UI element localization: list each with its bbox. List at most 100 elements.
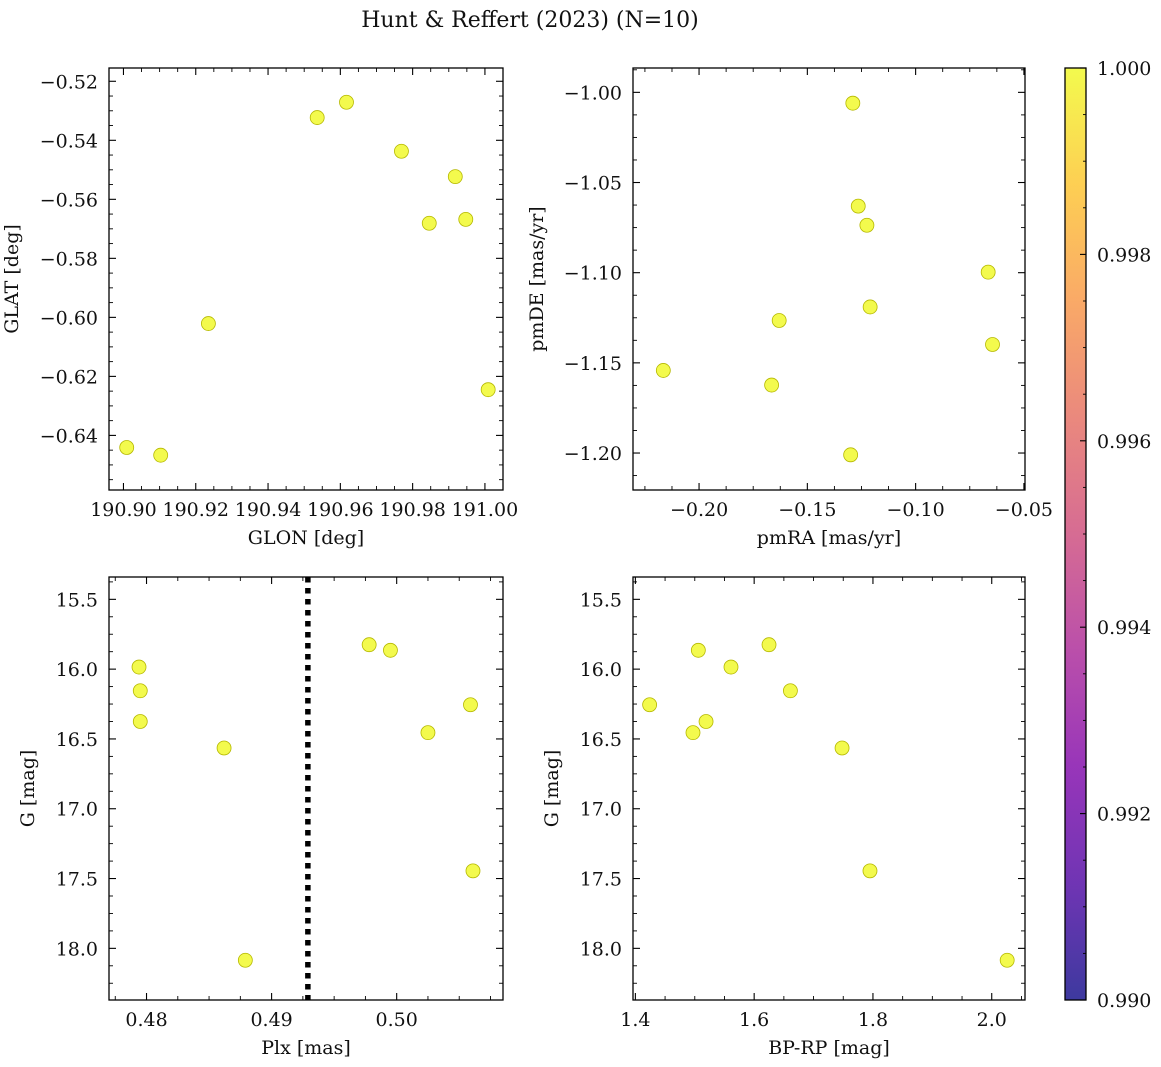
data-point (685, 725, 701, 741)
y-tick-label: −1.20 (564, 443, 622, 465)
x-tick-label: 0.50 (376, 1009, 418, 1031)
colorbar-tick-label: 0.994 (1097, 617, 1151, 639)
data-point (119, 440, 135, 455)
data-point (131, 659, 147, 675)
colorbar: 1.000 0.998 0.996 0.994 0.992 0.990 (1064, 58, 1151, 1012)
x-axis-label: Plx [mas] (261, 1037, 351, 1059)
y-tick-label: −0.58 (40, 248, 98, 270)
colorbar-tick-label: 0.996 (1097, 431, 1151, 453)
data-point (153, 447, 169, 463)
colorbar-tick-label: 1.000 (1097, 58, 1151, 80)
y-tick-label: −0.62 (40, 366, 98, 388)
x-axis-label: BP-RP [mag] (768, 1037, 890, 1059)
x-tick-label: 190.90 (90, 499, 156, 521)
data-point (980, 264, 996, 280)
data-point (761, 637, 777, 653)
y-tick-label: 18.0 (580, 938, 622, 960)
axes-frame (108, 67, 504, 491)
y-axis-label: GLAT [deg] (1, 224, 23, 334)
data-point (447, 169, 463, 184)
data-point (216, 740, 232, 756)
x-tick-label: −0.10 (887, 499, 945, 521)
x-axis-label: pmRA [mas/yr] (757, 527, 901, 549)
data-point (723, 659, 739, 675)
y-tick-label: 17.5 (580, 869, 622, 891)
data-point (463, 697, 478, 713)
data-point (480, 382, 496, 398)
data-point (339, 94, 354, 110)
y-tick-label: 16.5 (580, 729, 622, 751)
data-point (237, 952, 253, 968)
x-tick-label: −0.05 (995, 499, 1053, 521)
data-point (383, 642, 398, 658)
y-tick-label: 17.0 (580, 799, 622, 821)
data-point (132, 714, 148, 729)
y-tick-label: −1.00 (564, 82, 622, 104)
axes-frame (632, 576, 1026, 1001)
y-tick-label: −1.05 (564, 173, 622, 195)
x-tick-label: 190.94 (235, 499, 301, 521)
axes-frame (632, 67, 1026, 491)
data-point (642, 697, 658, 713)
data-point (690, 642, 706, 658)
data-point (458, 211, 474, 227)
panel-bprp-g: 1.4 1.6 1.8 2.0 15.5 16.0 16.5 17.0 17.5 18.0 BP-R… (541, 576, 1026, 1059)
data-point (394, 143, 409, 159)
x-tick-label: 190.92 (163, 499, 229, 521)
panel-pmra-pmde: −0.20 −0.15 −0.10 −0.05 −1.20 −1.15 −1.10 −1.05… (526, 67, 1053, 549)
data-point (420, 725, 436, 741)
y-tick-label: −1.10 (564, 263, 622, 285)
y-tick-label: 15.5 (56, 589, 98, 611)
y-tick-label: 16.0 (580, 659, 622, 681)
y-tick-label: −0.60 (40, 307, 98, 329)
data-point (834, 740, 850, 756)
x-tick-label: 0.48 (125, 1009, 167, 1031)
x-tick-label: 191.00 (452, 499, 518, 521)
colorbar-tick-label: 0.998 (1097, 244, 1151, 266)
colorbar-tick-label: 0.992 (1097, 804, 1151, 826)
data-point (850, 198, 866, 214)
data-point (985, 337, 1000, 352)
data-point (132, 683, 148, 699)
y-tick-label: 18.0 (56, 938, 98, 960)
y-tick-label: −0.64 (40, 425, 98, 447)
y-axis-label: G [mag] (17, 750, 39, 828)
x-tick-label: 0.49 (250, 1009, 292, 1031)
data-point (361, 637, 377, 653)
panel-glon-glat: 190.90 190.92 190.94 190.96 190.98 191.00 −0.6… (1, 67, 518, 549)
y-tick-label: 17.0 (56, 799, 98, 821)
data-point (845, 95, 861, 111)
data-point (698, 714, 714, 729)
x-axis-label: GLON [deg] (248, 527, 364, 549)
data-point (999, 952, 1015, 968)
data-point (201, 316, 216, 331)
x-tick-label: −0.15 (778, 499, 836, 521)
x-tick-label: 1.8 (858, 1009, 888, 1031)
data-point (859, 217, 875, 233)
data-point (782, 683, 798, 699)
y-tick-label: 15.5 (580, 589, 622, 611)
y-tick-label: 16.5 (56, 729, 98, 751)
y-tick-label: −0.54 (40, 130, 98, 152)
data-point (862, 863, 878, 879)
colorbar-tick-label: 0.990 (1097, 990, 1151, 1012)
y-axis-label: G [mag] (541, 750, 563, 828)
data-point (764, 377, 780, 393)
figure-title: Hunt & Reffert (2023) (N=10) (361, 8, 699, 33)
colorbar-gradient (1065, 68, 1086, 1000)
y-tick-label: 17.5 (56, 869, 98, 891)
x-tick-label: 190.96 (307, 499, 373, 521)
x-tick-label: 1.6 (739, 1009, 769, 1031)
y-tick-label: −0.52 (40, 71, 98, 93)
x-tick-label: 190.98 (379, 499, 445, 521)
x-tick-label: 1.4 (620, 1009, 650, 1031)
data-point (771, 313, 787, 328)
data-point (465, 863, 481, 879)
data-point (421, 215, 437, 231)
y-tick-label: 16.0 (56, 659, 98, 681)
data-point (843, 447, 859, 463)
y-tick-label: −1.15 (564, 353, 622, 375)
panel-plx-g: 0.48 0.49 0.50 15.5 16.0 16.5 17.0 17.5 18.0 Plx … (17, 576, 504, 1059)
data-point (309, 110, 325, 125)
